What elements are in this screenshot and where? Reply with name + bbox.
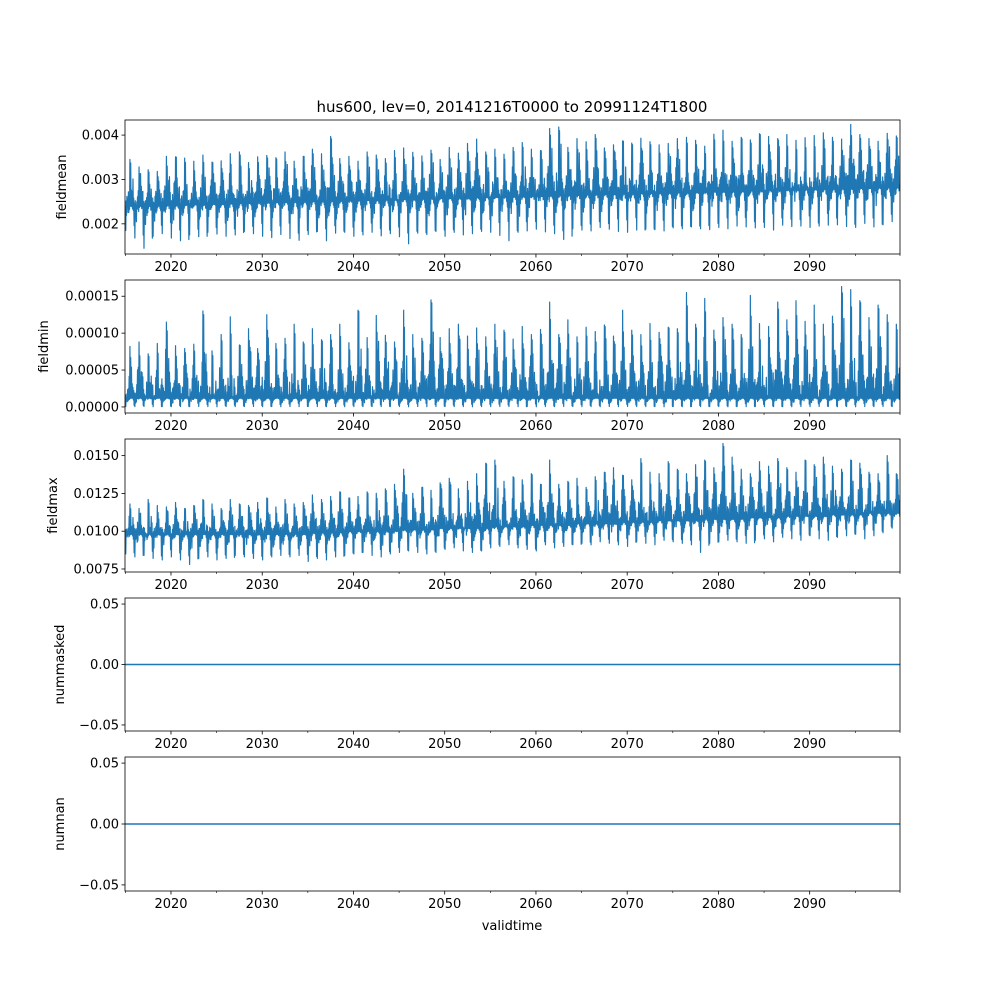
series-line-fieldmean	[125, 123, 900, 249]
x-tick-label: 2080	[702, 578, 735, 593]
y-tick-label: 0.003	[82, 173, 119, 188]
x-tick-label: 2060	[519, 260, 552, 275]
x-tick-label: 2090	[793, 737, 826, 752]
x-tick-label: 2080	[702, 419, 735, 434]
series-line-fieldmax	[125, 442, 900, 566]
x-tick-label: 2050	[428, 419, 461, 434]
y-tick-label: 0.002	[82, 217, 119, 232]
y-axis-label: nummasked	[53, 625, 68, 705]
x-tick-label: 2090	[793, 260, 826, 275]
x-tick-label: 2090	[793, 419, 826, 434]
x-tick-label: 2050	[428, 897, 461, 912]
subplot-numnan: 2020 2030 2040 2050 2060 2070 2080 2090 −0.05 0.0…	[53, 757, 901, 912]
subplot-nummasked: 2020 2030 2040 2050 2060 2070 2080 2090 −0.05 0.0…	[53, 598, 901, 752]
x-tick-label: 2070	[611, 578, 644, 593]
axes-frame	[124, 279, 901, 414]
x-tick-label: 2030	[246, 737, 279, 752]
x-tick-label: 2020	[154, 419, 187, 434]
x-tick-label: 2070	[611, 737, 644, 752]
axes-frame	[124, 438, 901, 573]
y-axis-label: fieldmean	[55, 155, 70, 220]
y-axis-label: fieldmax	[46, 477, 61, 534]
axes-frame	[124, 119, 901, 255]
y-tick-label: 0.05	[90, 757, 119, 772]
x-tick-label: 2070	[611, 897, 644, 912]
x-tick-label: 2020	[154, 737, 187, 752]
x-tick-label: 2090	[793, 897, 826, 912]
x-tick-label: 2040	[337, 897, 370, 912]
x-tick-label: 2050	[428, 578, 461, 593]
x-tick-label: 2080	[702, 897, 735, 912]
subplot-fieldmin: 2020 2030 2040 2050 2060 2070 2080 2090 0.00000 0…	[37, 279, 901, 434]
x-tick-label: 2080	[702, 260, 735, 275]
x-tick-label: 2060	[519, 897, 552, 912]
x-tick-label: 2040	[337, 578, 370, 593]
x-tick-label: 2050	[428, 260, 461, 275]
y-tick-label: 0.00	[90, 818, 119, 833]
y-tick-label: 0.00015	[65, 290, 119, 305]
x-axis-label: validtime	[482, 919, 543, 934]
subplot-fieldmean: 2020 2030 2040 2050 2060 2070 2080 2090 0.002 0.0…	[55, 119, 901, 275]
y-axis-label: fieldmin	[37, 320, 52, 373]
x-tick-label: 2030	[246, 897, 279, 912]
y-tick-label: 0.00010	[65, 327, 119, 342]
y-tick-label: 0.00000	[65, 400, 119, 415]
y-tick-label: −0.05	[79, 878, 119, 893]
x-tick-label: 2060	[519, 578, 552, 593]
x-tick-label: 2090	[793, 578, 826, 593]
y-axis-label: numnan	[53, 797, 68, 851]
x-tick-label: 2020	[154, 897, 187, 912]
y-tick-label: 0.004	[82, 129, 119, 144]
x-tick-label: 2050	[428, 737, 461, 752]
x-tick-label: 2020	[154, 260, 187, 275]
subplot-panels: 2020 2030 2040 2050 2060 2070 2080 2090 0.002 0.0…	[37, 119, 901, 912]
x-tick-label: 2020	[154, 578, 187, 593]
x-tick-label: 2060	[519, 737, 552, 752]
x-tick-label: 2040	[337, 260, 370, 275]
x-tick-label: 2080	[702, 737, 735, 752]
x-tick-label: 2060	[519, 419, 552, 434]
x-tick-label: 2040	[337, 419, 370, 434]
y-tick-label: 0.00	[90, 658, 119, 673]
x-tick-label: 2040	[337, 737, 370, 752]
y-tick-label: 0.00005	[65, 364, 119, 379]
subplot-fieldmax: 2020 2030 2040 2050 2060 2070 2080 2090 0.0075 0.…	[46, 438, 901, 593]
x-tick-label: 2030	[246, 578, 279, 593]
x-tick-label: 2030	[246, 260, 279, 275]
x-tick-label: 2070	[611, 260, 644, 275]
y-tick-label: 0.0075	[74, 562, 120, 577]
y-tick-label: −0.05	[79, 718, 119, 733]
x-tick-label: 2070	[611, 419, 644, 434]
x-tick-label: 2030	[246, 419, 279, 434]
y-tick-label: 0.0100	[74, 525, 120, 540]
y-tick-label: 0.0125	[74, 487, 120, 502]
y-tick-label: 0.0150	[74, 449, 120, 464]
figure-title: hus600, lev=0, 20141216T0000 to 20991124…	[317, 98, 708, 116]
y-tick-label: 0.05	[90, 598, 119, 613]
series-line-fieldmin	[125, 286, 900, 408]
